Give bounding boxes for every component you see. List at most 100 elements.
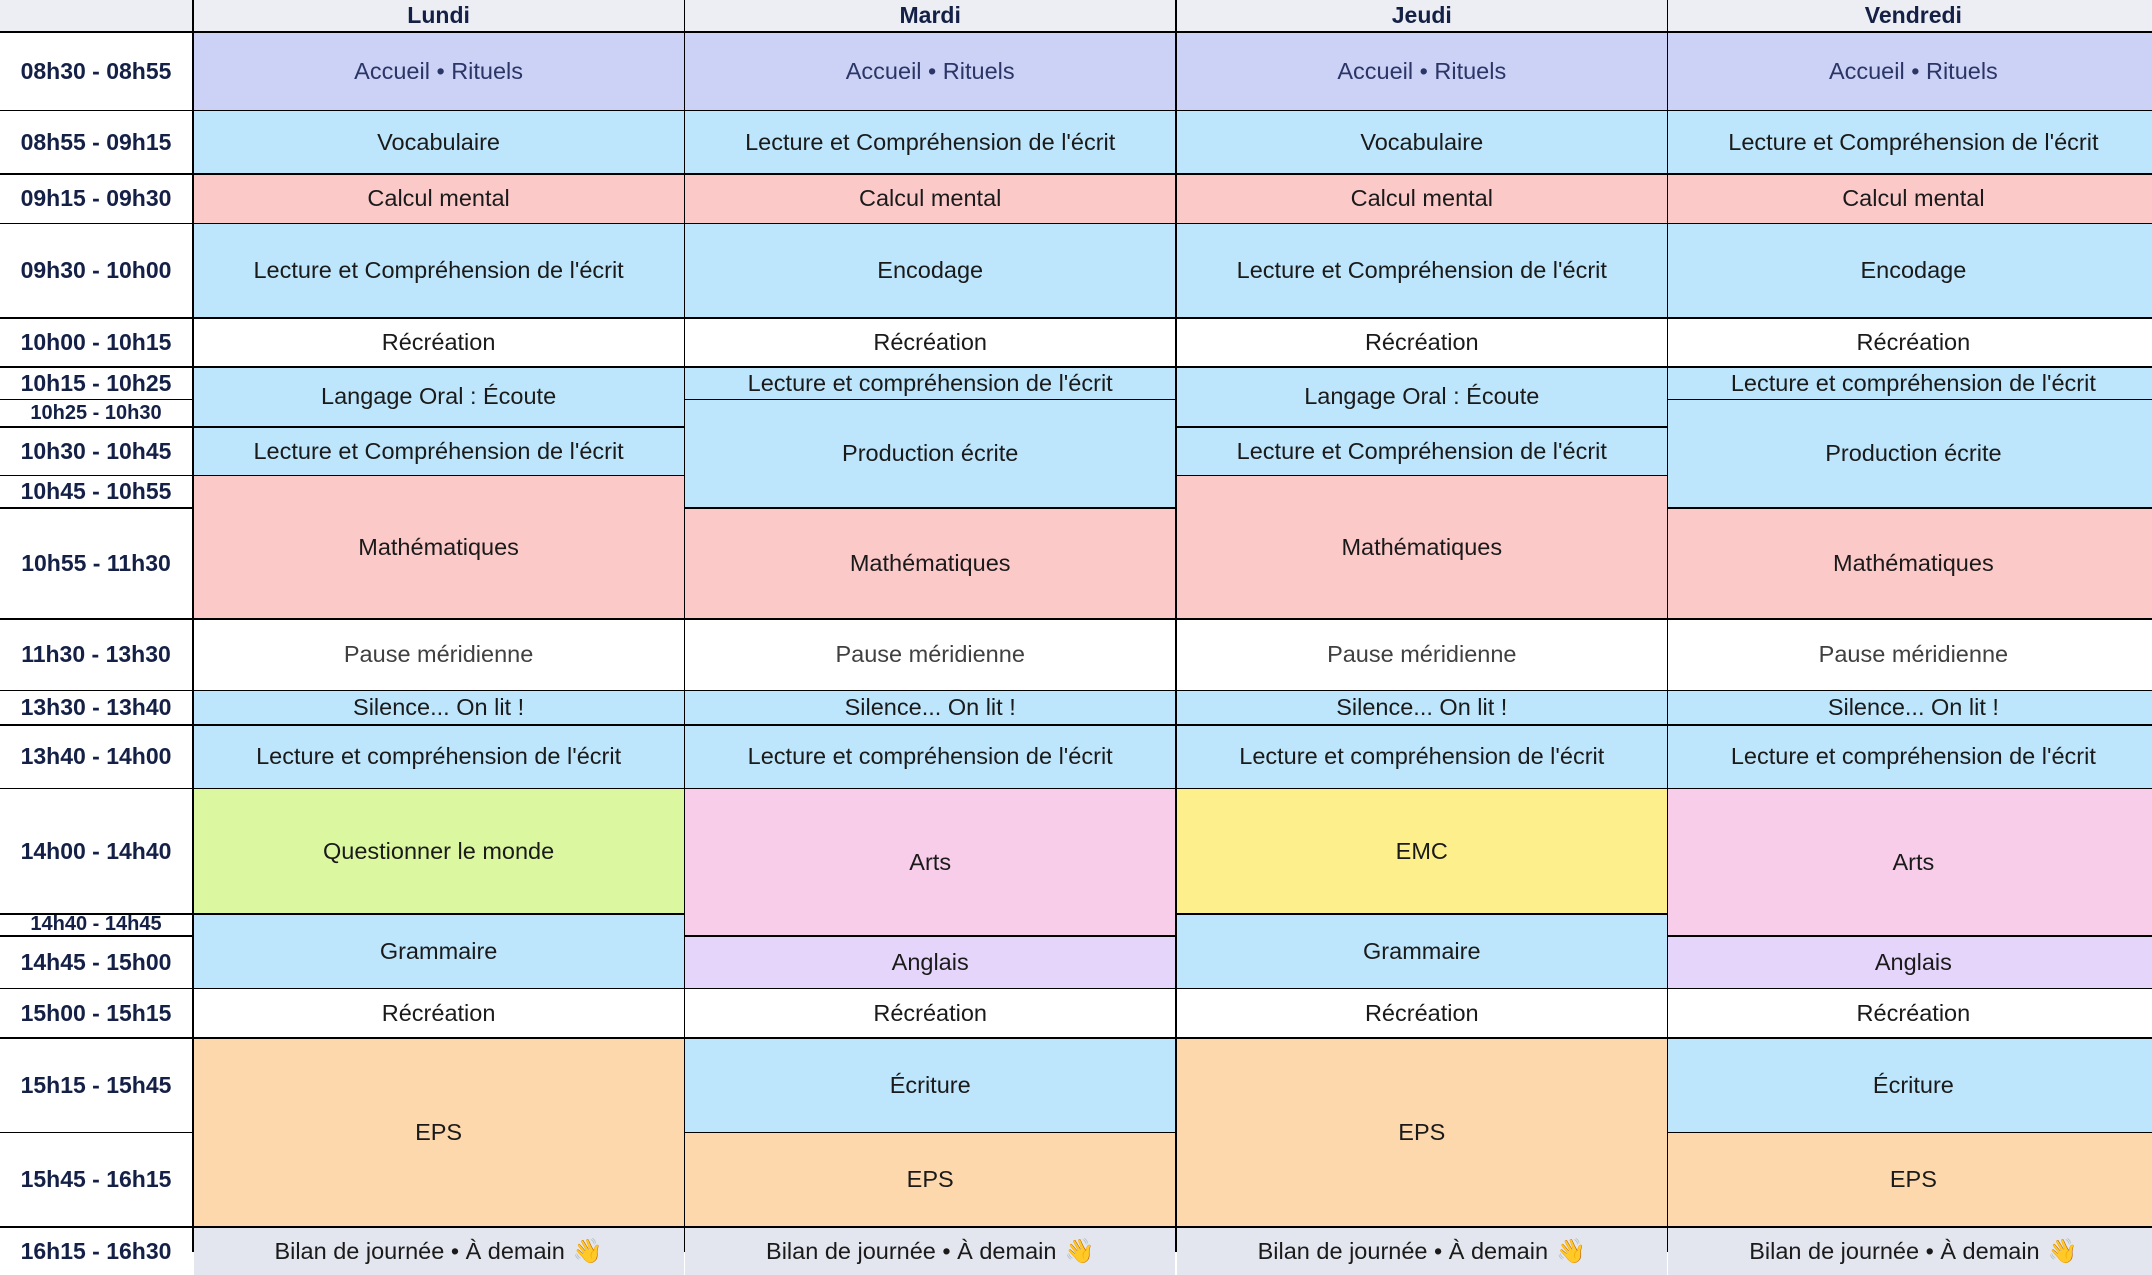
corner-cell bbox=[0, 0, 192, 31]
activity-silence-vendredi: Silence... On lit ! bbox=[1668, 691, 2152, 725]
activity-emc-jeudi: EMC bbox=[1176, 789, 1667, 914]
waving-hand-icon: 👋 bbox=[1556, 1237, 1586, 1265]
activity-recreation-vendredi: Récréation bbox=[1668, 318, 2152, 366]
time-label: 09h15 - 09h30 bbox=[0, 174, 192, 223]
bilan-label: Bilan de journée • À demain bbox=[1257, 1237, 1549, 1264]
activity-bilan-lundi: Bilan de journée • À demain 👋 bbox=[193, 1227, 684, 1275]
activity-pause-lundi: Pause méridienne bbox=[193, 619, 684, 690]
activity-ecriture-vendredi: Écriture bbox=[1668, 1038, 2152, 1132]
day-header-lundi: Lundi bbox=[193, 0, 684, 31]
activity-silence-lundi: Silence... On lit ! bbox=[193, 691, 684, 725]
time-label: 15h15 - 15h45 bbox=[0, 1038, 192, 1132]
activity-calcul-mardi: Calcul mental bbox=[685, 174, 1176, 223]
time-label: 14h45 - 15h00 bbox=[0, 936, 192, 988]
activity-lecture-vendredi: Lecture et Compréhension de l'écrit bbox=[1668, 111, 2152, 174]
activity-recreation-aprem-lundi: Récréation bbox=[193, 989, 684, 1038]
activity-recreation-jeudi: Récréation bbox=[1176, 318, 1667, 366]
activity-vocabulaire-jeudi: Vocabulaire bbox=[1176, 111, 1667, 174]
activity-arts-mardi: Arts bbox=[685, 789, 1176, 935]
activity-vocabulaire-lundi: Vocabulaire bbox=[193, 111, 684, 174]
activity-grammaire-jeudi: Grammaire bbox=[1176, 914, 1667, 988]
activity-questionner-lundi: Questionner le monde bbox=[193, 789, 684, 914]
day-header-jeudi: Jeudi bbox=[1176, 0, 1667, 31]
activity-lecture-lundi: Lecture et Compréhension de l'écrit bbox=[193, 224, 684, 318]
activity-ecriture-mardi: Écriture bbox=[685, 1038, 1176, 1132]
activity-lecture-jeudi: Lecture et Compréhension de l'écrit bbox=[1176, 224, 1667, 318]
time-label: 10h15 - 10h25 bbox=[0, 367, 192, 399]
activity-recreation-aprem-mardi: Récréation bbox=[685, 989, 1176, 1038]
activity-lecture-aprem-jeudi: Lecture et compréhension de l'écrit bbox=[1176, 725, 1667, 788]
activity-eps-lundi: EPS bbox=[193, 1038, 684, 1227]
time-label: 14h40 - 14h45 bbox=[0, 914, 192, 935]
time-label: 15h00 - 15h15 bbox=[0, 989, 192, 1038]
activity-accueil-mardi: Accueil • Rituels bbox=[685, 32, 1176, 110]
activity-encodage-mardi: Encodage bbox=[685, 224, 1176, 318]
activity-langage-lundi: Langage Oral : Écoute bbox=[193, 367, 684, 427]
activity-recreation-aprem-jeudi: Récréation bbox=[1176, 989, 1667, 1038]
activity-anglais-mardi: Anglais bbox=[685, 936, 1176, 988]
activity-eps-mardi: EPS bbox=[685, 1133, 1176, 1227]
activity-calcul-lundi: Calcul mental bbox=[193, 174, 684, 223]
bilan-label: Bilan de journée • À demain bbox=[766, 1237, 1057, 1264]
activity-recreation-lundi: Récréation bbox=[193, 318, 684, 366]
activity-lecture-mardi: Lecture et Compréhension de l'écrit bbox=[685, 111, 1176, 174]
activity-calcul-jeudi: Calcul mental bbox=[1176, 174, 1667, 223]
activity-bilan-vendredi: Bilan de journée • À demain 👋 bbox=[1668, 1227, 2152, 1275]
activity-encodage-vendredi: Encodage bbox=[1668, 224, 2152, 318]
time-label: 13h40 - 14h00 bbox=[0, 725, 192, 788]
activity-recreation-aprem-vendredi: Récréation bbox=[1668, 989, 2152, 1038]
activity-lecture-aprem-mardi: Lecture et compréhension de l'écrit bbox=[685, 725, 1176, 788]
activity-lecture-court-mardi: Lecture et compréhension de l'écrit bbox=[685, 367, 1176, 399]
time-label: 08h55 - 09h15 bbox=[0, 111, 192, 174]
time-label: 13h30 - 13h40 bbox=[0, 691, 192, 725]
time-label: 11h30 - 13h30 bbox=[0, 619, 192, 690]
activity-maths-mardi: Mathématiques bbox=[685, 508, 1176, 618]
activity-bilan-jeudi: Bilan de journée • À demain 👋 bbox=[1176, 1227, 1667, 1275]
activity-accueil-jeudi: Accueil • Rituels bbox=[1176, 32, 1667, 110]
activity-maths-lundi: Mathématiques bbox=[193, 476, 684, 618]
time-label: 10h55 - 11h30 bbox=[0, 508, 192, 618]
activity-production-vendredi: Production écrite bbox=[1668, 400, 2152, 508]
waving-hand-icon: 👋 bbox=[572, 1237, 603, 1265]
time-label: 14h00 - 14h40 bbox=[0, 789, 192, 914]
time-label: 10h30 - 10h45 bbox=[0, 427, 192, 475]
activity-pause-mardi: Pause méridienne bbox=[685, 619, 1176, 690]
activity-recreation-mardi: Récréation bbox=[685, 318, 1176, 366]
bilan-label: Bilan de journée • À demain bbox=[1749, 1237, 2040, 1264]
activity-calcul-vendredi: Calcul mental bbox=[1668, 174, 2152, 223]
time-label: 10h25 - 10h30 bbox=[0, 400, 192, 427]
activity-arts-vendredi: Arts bbox=[1668, 789, 2152, 935]
activity-anglais-vendredi: Anglais bbox=[1668, 936, 2152, 988]
time-label: 10h00 - 10h15 bbox=[0, 318, 192, 366]
activity-lecture-aprem-vendredi: Lecture et compréhension de l'écrit bbox=[1668, 725, 2152, 788]
day-header-vendredi: Vendredi bbox=[1668, 0, 2152, 31]
activity-eps-jeudi: EPS bbox=[1176, 1038, 1667, 1227]
activity-production-mardi: Production écrite bbox=[685, 400, 1176, 508]
activity-silence-jeudi: Silence... On lit ! bbox=[1176, 691, 1667, 725]
day-header-mardi: Mardi bbox=[685, 0, 1176, 31]
activity-lecture-jeudi-2: Lecture et Compréhension de l'écrit bbox=[1176, 427, 1667, 475]
activity-lecture-court-vendredi: Lecture et compréhension de l'écrit bbox=[1668, 367, 2152, 399]
waving-hand-icon: 👋 bbox=[2047, 1237, 2078, 1265]
time-label: 09h30 - 10h00 bbox=[0, 224, 192, 318]
activity-bilan-mardi: Bilan de journée • À demain 👋 bbox=[685, 1227, 1176, 1275]
activity-eps-vendredi: EPS bbox=[1668, 1133, 2152, 1227]
activity-maths-vendredi: Mathématiques bbox=[1668, 508, 2152, 618]
activity-accueil-vendredi: Accueil • Rituels bbox=[1668, 32, 2152, 110]
activity-lecture-aprem-lundi: Lecture et compréhension de l'écrit bbox=[193, 725, 684, 788]
time-label: 10h45 - 10h55 bbox=[0, 476, 192, 508]
waving-hand-icon: 👋 bbox=[1064, 1237, 1095, 1265]
time-label: 08h30 - 08h55 bbox=[0, 32, 192, 110]
activity-lecture-lundi-2: Lecture et Compréhension de l'écrit bbox=[193, 427, 684, 475]
time-label: 16h15 - 16h30 bbox=[0, 1227, 192, 1275]
bilan-label: Bilan de journée • À demain bbox=[274, 1237, 565, 1264]
activity-pause-jeudi: Pause méridienne bbox=[1176, 619, 1667, 690]
activity-accueil-lundi: Accueil • Rituels bbox=[193, 32, 684, 110]
activity-silence-mardi: Silence... On lit ! bbox=[685, 691, 1176, 725]
time-label: 15h45 - 16h15 bbox=[0, 1133, 192, 1227]
activity-grammaire-lundi: Grammaire bbox=[193, 914, 684, 988]
activity-maths-jeudi: Mathématiques bbox=[1176, 476, 1667, 618]
activity-pause-vendredi: Pause méridienne bbox=[1668, 619, 2152, 690]
activity-langage-jeudi: Langage Oral : Écoute bbox=[1176, 367, 1667, 427]
